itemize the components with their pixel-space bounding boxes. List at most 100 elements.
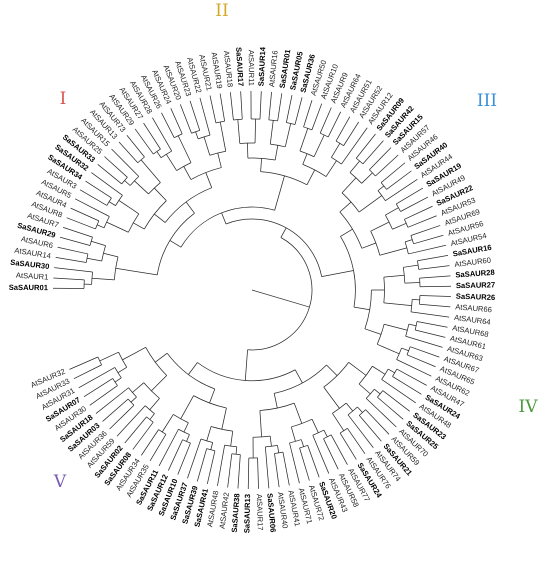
tree-branch bbox=[383, 302, 412, 307]
tree-branch bbox=[341, 127, 368, 165]
tree-branch bbox=[179, 104, 192, 134]
tree-branch bbox=[260, 171, 308, 186]
tree-branch bbox=[419, 275, 451, 279]
tree-branch bbox=[132, 421, 154, 450]
tree-branch bbox=[247, 237, 313, 351]
tree-branch bbox=[225, 218, 323, 277]
tree-branch bbox=[96, 224, 105, 229]
tree-branch bbox=[307, 445, 320, 478]
leaf-label: SaSAUR30 bbox=[10, 258, 50, 271]
tree-branch bbox=[377, 396, 404, 420]
tree-branch bbox=[273, 393, 278, 409]
tree-branch bbox=[343, 121, 359, 146]
tree-branch bbox=[106, 197, 112, 206]
tree-branch bbox=[277, 445, 280, 453]
tree-branch bbox=[323, 438, 339, 470]
tree-branch bbox=[264, 446, 270, 489]
leaf-label: SaSAUR28 bbox=[455, 268, 495, 280]
tree-branch bbox=[152, 117, 173, 152]
tree-branch bbox=[221, 212, 227, 225]
tree-branch bbox=[118, 352, 128, 368]
tree-branch bbox=[369, 169, 376, 177]
tree-branch bbox=[102, 398, 129, 422]
tree-branch bbox=[362, 140, 384, 165]
tree-branch bbox=[323, 434, 332, 440]
tree-branch bbox=[270, 143, 286, 148]
tree-branch bbox=[114, 367, 122, 379]
leaf-label: SaSAUR27 bbox=[456, 280, 495, 290]
tree-branch bbox=[189, 100, 201, 131]
tree-branch bbox=[103, 252, 119, 258]
tree-branch bbox=[115, 267, 158, 276]
tree-branch bbox=[156, 151, 162, 158]
tree-branch bbox=[392, 376, 422, 395]
tree-branch bbox=[209, 388, 216, 404]
tree-branch bbox=[169, 240, 182, 248]
tree-branch bbox=[303, 100, 313, 128]
tree-branch bbox=[177, 135, 192, 163]
tree-branch bbox=[122, 346, 146, 361]
tree-branch bbox=[282, 452, 290, 486]
tree-branch bbox=[385, 178, 418, 202]
leaf-label: AtSAUR1 bbox=[16, 271, 49, 282]
leaf-label: AtSAUR11 bbox=[247, 50, 256, 86]
tree-branch bbox=[86, 257, 102, 262]
tree-branch bbox=[73, 364, 102, 380]
tree-branch bbox=[361, 172, 373, 184]
leaf-label: AtSAUR60 bbox=[454, 256, 492, 269]
tree-branch bbox=[410, 299, 413, 312]
tree-branch bbox=[320, 132, 329, 138]
tree-branch bbox=[259, 91, 262, 120]
tree-branch bbox=[419, 295, 421, 305]
tree-branch bbox=[209, 95, 217, 123]
tree-branch bbox=[227, 453, 233, 488]
tree-branch bbox=[269, 436, 272, 447]
tree-branch bbox=[149, 434, 167, 462]
tree-branch bbox=[332, 413, 345, 431]
tree-branch bbox=[294, 97, 303, 125]
tree-branch bbox=[302, 153, 308, 165]
tree-branch bbox=[400, 196, 429, 212]
tree-branch bbox=[396, 347, 402, 360]
tree-branch bbox=[104, 156, 128, 178]
tree-branch bbox=[383, 274, 405, 278]
tree-branch bbox=[253, 435, 271, 438]
tree-branch bbox=[274, 145, 279, 161]
leaf-label: AtSAUR17 bbox=[255, 494, 265, 531]
tree-branch bbox=[361, 242, 376, 249]
tree-branch bbox=[117, 366, 127, 374]
tree-branch bbox=[358, 415, 382, 442]
tree-branch bbox=[327, 111, 342, 138]
leaf-label: AtSAUR18 bbox=[222, 50, 235, 87]
tree-branch bbox=[419, 295, 451, 297]
tree-branch bbox=[286, 94, 293, 123]
tree-branch bbox=[358, 383, 371, 395]
leaf-label: AtSAUR66 bbox=[455, 302, 492, 314]
tree-branch bbox=[78, 367, 116, 389]
tree-branch bbox=[340, 228, 353, 237]
tree-branch bbox=[405, 324, 410, 337]
tree-branch bbox=[141, 429, 159, 456]
tree-branch bbox=[383, 277, 385, 303]
tree-branch bbox=[54, 267, 93, 273]
tree-branch bbox=[128, 387, 137, 398]
tree-branch bbox=[277, 93, 283, 121]
tree-branch bbox=[149, 413, 155, 420]
group-numeral: III bbox=[477, 91, 497, 111]
tree-branch bbox=[251, 289, 310, 308]
tree-branch bbox=[193, 395, 227, 409]
tree-branch bbox=[416, 321, 448, 328]
tree-branch bbox=[180, 395, 194, 419]
tree-branch bbox=[419, 285, 451, 288]
tree-branch bbox=[392, 222, 407, 230]
tree-branch bbox=[74, 198, 110, 217]
tree-branch bbox=[404, 282, 420, 284]
tree-branch bbox=[53, 277, 85, 281]
tree-branch bbox=[335, 140, 344, 146]
tree-branch bbox=[392, 368, 398, 377]
leaf-label: SaSAUR01 bbox=[9, 283, 49, 292]
tree-branch bbox=[134, 128, 154, 155]
tree-branch bbox=[294, 369, 303, 384]
tree-branch bbox=[191, 129, 200, 134]
tree-branch bbox=[299, 128, 309, 152]
